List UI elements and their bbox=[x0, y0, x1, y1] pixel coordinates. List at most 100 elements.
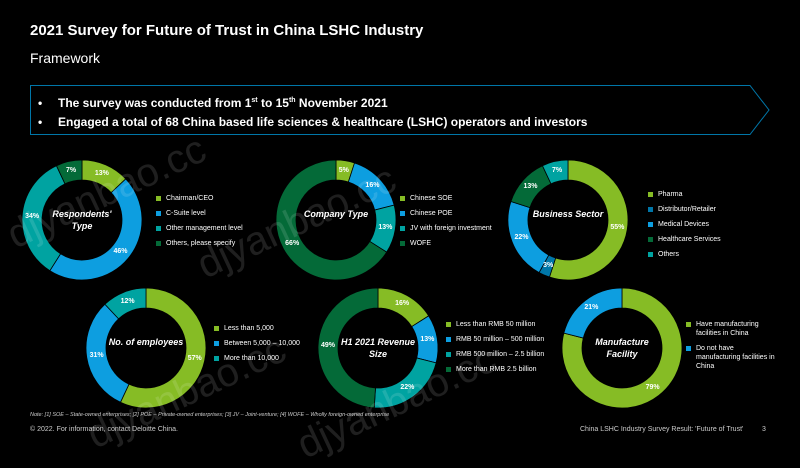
donut-center-label: No. of employees bbox=[108, 337, 184, 347]
segment-percent-label: 13% bbox=[94, 170, 109, 178]
banner-item-dates: • The survey was conducted from 1st to 15… bbox=[38, 96, 388, 110]
donut-svg bbox=[317, 287, 439, 409]
legend-item: Healthcare Services bbox=[648, 235, 758, 244]
legend-swatch bbox=[400, 196, 405, 201]
donut-segment bbox=[104, 287, 147, 320]
footnote: Note: [1] SOE – State-owned enterprises;… bbox=[30, 412, 390, 418]
banner-line2: Engaged a total of 68 China based life s… bbox=[58, 115, 588, 129]
legend-item: Have manufacturing facilities in China bbox=[686, 320, 776, 338]
donut-employees: 57% 31% 12% No. of employees bbox=[85, 287, 207, 409]
legend-item: Between 5,000 – 10,000 bbox=[214, 339, 314, 348]
segment-percent-label: 12% bbox=[120, 297, 135, 305]
donut-svg bbox=[275, 159, 397, 281]
banner-line1-pre: The survey was conducted from 1 bbox=[58, 96, 252, 110]
legend-label: Chinese POE bbox=[410, 210, 453, 217]
legend-label: Less than RMB 50 million bbox=[456, 321, 536, 328]
legend-respondents-type: Chairman/CEO C-Suite level Other managemen… bbox=[156, 194, 276, 254]
banner-line1-mid: to 15 bbox=[257, 96, 289, 110]
legend-label: C-Suite level bbox=[166, 210, 206, 217]
legend-swatch bbox=[648, 252, 653, 257]
footer-copyright: © 2022. For information, contact Deloitt… bbox=[30, 426, 178, 433]
donut-center-label: H1 2021 Revenue Size bbox=[340, 337, 416, 359]
segment-percent-label: 16% bbox=[395, 300, 410, 308]
segment-percent-label: 49% bbox=[321, 342, 336, 350]
legend-swatch bbox=[400, 226, 405, 231]
donut-company-type: 5% 16% 13% 66% Company Type bbox=[275, 159, 397, 281]
legend-item: Medical Devices bbox=[648, 220, 758, 229]
donut-svg bbox=[561, 287, 683, 409]
legend-label: WOFE bbox=[410, 240, 431, 247]
segment-percent-label: 21% bbox=[584, 304, 599, 312]
legend-item: Chinese POE bbox=[400, 209, 515, 218]
survey-banner: • The survey was conducted from 1st to 15… bbox=[30, 85, 770, 135]
legend-label: Chinese SOE bbox=[410, 195, 453, 202]
legend-swatch bbox=[686, 346, 691, 351]
legend-employees: Less than 5,000 Between 5,000 – 10,000 Mor… bbox=[214, 324, 314, 369]
donut-segment bbox=[563, 287, 623, 339]
banner-sup-th: th bbox=[288, 97, 296, 104]
legend-swatch bbox=[648, 222, 653, 227]
donut-center-label: Respondents' Type bbox=[52, 209, 112, 231]
legend-swatch bbox=[214, 326, 219, 331]
banner-arrow-shape bbox=[30, 85, 770, 135]
segment-percent-label: 7% bbox=[66, 167, 77, 175]
legend-label: JV with foreign investment bbox=[410, 225, 492, 232]
donut-svg bbox=[85, 287, 207, 409]
legend-item: Distributor/Retailer bbox=[648, 205, 758, 214]
legend-item: C-Suite level bbox=[156, 209, 276, 218]
donut-center-label: Company Type bbox=[303, 209, 369, 219]
segment-percent-label: 13% bbox=[420, 336, 435, 344]
legend-swatch bbox=[648, 207, 653, 212]
legend-swatch bbox=[648, 192, 653, 197]
legend-label: Pharma bbox=[658, 191, 683, 198]
legend-label: Chairman/CEO bbox=[166, 195, 214, 202]
legend-swatch bbox=[648, 237, 653, 242]
donut-segment bbox=[119, 287, 207, 409]
legend-item: More than 10,000 bbox=[214, 354, 314, 363]
legend-item: Less than RMB 50 million bbox=[446, 320, 556, 329]
legend-swatch bbox=[686, 322, 691, 327]
donut-segment bbox=[49, 178, 143, 281]
donut-business-sector: 55% 3% 22% 13% 7% Business Sector bbox=[507, 159, 629, 281]
legend-label: More than 10,000 bbox=[224, 355, 279, 362]
legend-item: Others bbox=[648, 250, 758, 259]
segment-percent-label: 13% bbox=[523, 182, 538, 190]
footer-survey-title: China LSHC Industry Survey Result: 'Futu… bbox=[580, 426, 744, 433]
page-number: 3 bbox=[762, 426, 766, 433]
legend-label: Others, please specify bbox=[166, 240, 236, 247]
legend-label: Do not have manufacturing facilities in … bbox=[696, 345, 775, 370]
donut-svg bbox=[21, 159, 143, 281]
legend-item: Other management level bbox=[156, 224, 276, 233]
segment-percent-label: 55% bbox=[610, 223, 625, 231]
legend-item: More than RMB 2.5 billion bbox=[446, 365, 556, 374]
legend-label: Have manufacturing facilities in China bbox=[696, 321, 759, 337]
donut-segment bbox=[561, 287, 683, 409]
banner-item-participants: • Engaged a total of 68 China based life … bbox=[38, 115, 588, 129]
legend-swatch bbox=[156, 241, 161, 246]
donut-segment bbox=[55, 159, 83, 185]
segment-percent-label: 7% bbox=[552, 167, 563, 175]
legend-swatch bbox=[156, 211, 161, 216]
legend-item: JV with foreign investment bbox=[400, 224, 515, 233]
legend-swatch bbox=[446, 322, 451, 327]
donut-center-label: Manufacture Facility bbox=[595, 337, 649, 359]
legend-business-sector: Pharma Distributor/Retailer Medical Device… bbox=[648, 190, 758, 265]
page-subtitle: Framework bbox=[30, 50, 101, 66]
legend-swatch bbox=[446, 337, 451, 342]
segment-percent-label: 46% bbox=[113, 247, 128, 255]
donut-segment bbox=[275, 159, 388, 281]
legend-label: Healthcare Services bbox=[658, 236, 721, 243]
legend-company-type: Chinese SOE Chinese POE JV with foreign in… bbox=[400, 194, 515, 254]
legend-label: Others bbox=[658, 251, 680, 258]
banner-line1-post: November 2021 bbox=[295, 96, 388, 110]
legend-swatch bbox=[156, 196, 161, 201]
segment-percent-label: 34% bbox=[25, 212, 40, 220]
segment-percent-label: 79% bbox=[645, 383, 660, 391]
legend-label: More than RMB 2.5 billion bbox=[456, 366, 537, 373]
segment-percent-label: 16% bbox=[365, 181, 380, 189]
donut-svg bbox=[507, 159, 629, 281]
donut-segment bbox=[541, 159, 569, 185]
legend-label: Less than 5,000 bbox=[224, 325, 274, 332]
legend-label: Distributor/Retailer bbox=[658, 206, 716, 213]
legend-label: RMB 500 million – 2.5 billion bbox=[456, 351, 545, 358]
